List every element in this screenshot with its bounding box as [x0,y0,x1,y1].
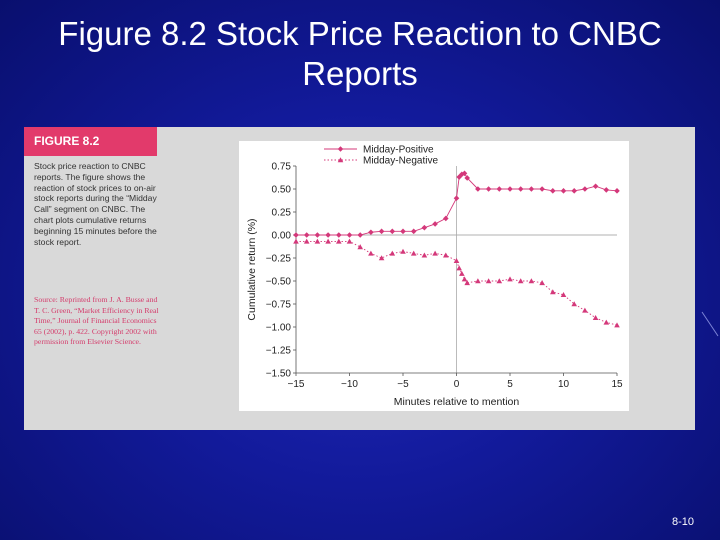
data-point [496,186,503,192]
y-tick-label: −1.25 [266,346,292,357]
data-point [461,276,468,282]
data-point [357,244,363,250]
y-tick-label: −1.50 [266,369,292,380]
y-axis-label: Cumulative return (%) [246,218,258,320]
data-point [378,255,385,261]
x-tick-label: −10 [341,379,358,390]
x-tick-label: 5 [507,379,513,390]
data-point [603,187,610,193]
data-point [603,319,610,325]
data-point [464,280,470,286]
legend-label: Midday-Positive [363,145,434,156]
data-point [303,238,310,244]
y-tick-label: 0.50 [272,185,292,196]
data-point [314,232,321,238]
series-line-midday-negative [296,240,618,326]
data-point [539,186,545,192]
data-point [325,238,331,244]
data-point [539,280,545,286]
y-tick-label: 0.25 [272,208,292,219]
data-point [475,186,481,192]
data-point [517,186,524,192]
data-point [378,228,385,235]
y-tick-label: −1.00 [266,323,292,334]
data-point [314,238,321,244]
data-point [550,188,556,194]
data-point [571,301,577,307]
data-point [459,270,465,276]
data-point [550,289,556,295]
data-point [456,265,462,271]
data-point [357,232,363,238]
data-point [464,175,470,181]
y-tick-label: −0.75 [266,300,292,311]
data-point [528,278,535,284]
data-point [582,307,588,313]
y-tick-label: 0.00 [272,231,292,242]
data-point [432,250,438,256]
data-point [325,232,331,238]
legend-marker [337,157,344,163]
x-tick-label: 10 [558,379,570,390]
plot-background [239,141,629,411]
data-point [475,278,481,284]
cumulative-return-chart: 0.75 0.50 0.25 0.00 −0.25 −0.50 −0.75 −1.00 −1.2… [239,141,629,411]
data-point [461,170,468,177]
x-tick-label: −15 [288,379,305,390]
slide-title-line-1: Figure 8.2 Stock Price Reaction to CNBC [58,15,662,52]
data-point [485,186,492,192]
figure-label: FIGURE 8.2 [24,127,157,156]
page-number: 8-10 [672,516,695,528]
figure-panel: FIGURE 8.2 Stock price reaction to CNBC … [24,127,695,430]
data-point [346,232,353,238]
data-point [485,278,492,284]
data-point [453,257,460,263]
data-point [293,232,299,238]
data-point [400,248,406,254]
decorative-diagonal-line [701,311,719,337]
data-point [389,250,396,256]
x-tick-label: 0 [454,379,460,390]
data-point [507,276,513,282]
y-tick-label: −0.25 [266,254,292,265]
data-point [336,238,342,244]
x-tick-label: −5 [397,379,409,390]
figure-caption: Stock price reaction to CNBC reports. Th… [34,161,157,247]
data-point [456,174,462,180]
x-axis-label: Minutes relative to mention [394,396,520,408]
data-point [421,252,428,258]
x-tick-label: 15 [611,379,623,390]
data-point [346,238,353,244]
data-point [582,186,588,192]
legend-marker [337,146,344,152]
y-tick-label: −0.50 [266,277,292,288]
y-tick-label: 0.75 [272,162,292,173]
data-point [336,232,342,238]
data-point [410,250,417,256]
data-point [293,238,299,244]
data-point [303,232,310,238]
data-point [614,322,620,328]
data-point [507,186,513,192]
data-point [459,171,465,178]
data-point [571,188,577,194]
slide-title-line-2: Reports [302,55,418,92]
data-point [592,315,599,321]
data-point [528,186,535,192]
slide-title: Figure 8.2 Stock Price Reaction to CNBC … [0,14,720,94]
caption-column: FIGURE 8.2 Stock price reaction to CNBC … [24,127,161,430]
figure-source: Source: Reprinted from J. A. Busse and T… [34,295,159,347]
data-point [496,278,503,284]
data-point [517,278,524,284]
data-point [368,250,374,256]
data-point [443,215,449,222]
data-point [443,252,449,258]
data-point [560,292,567,298]
legend-label: Midday-Negative [363,156,438,167]
